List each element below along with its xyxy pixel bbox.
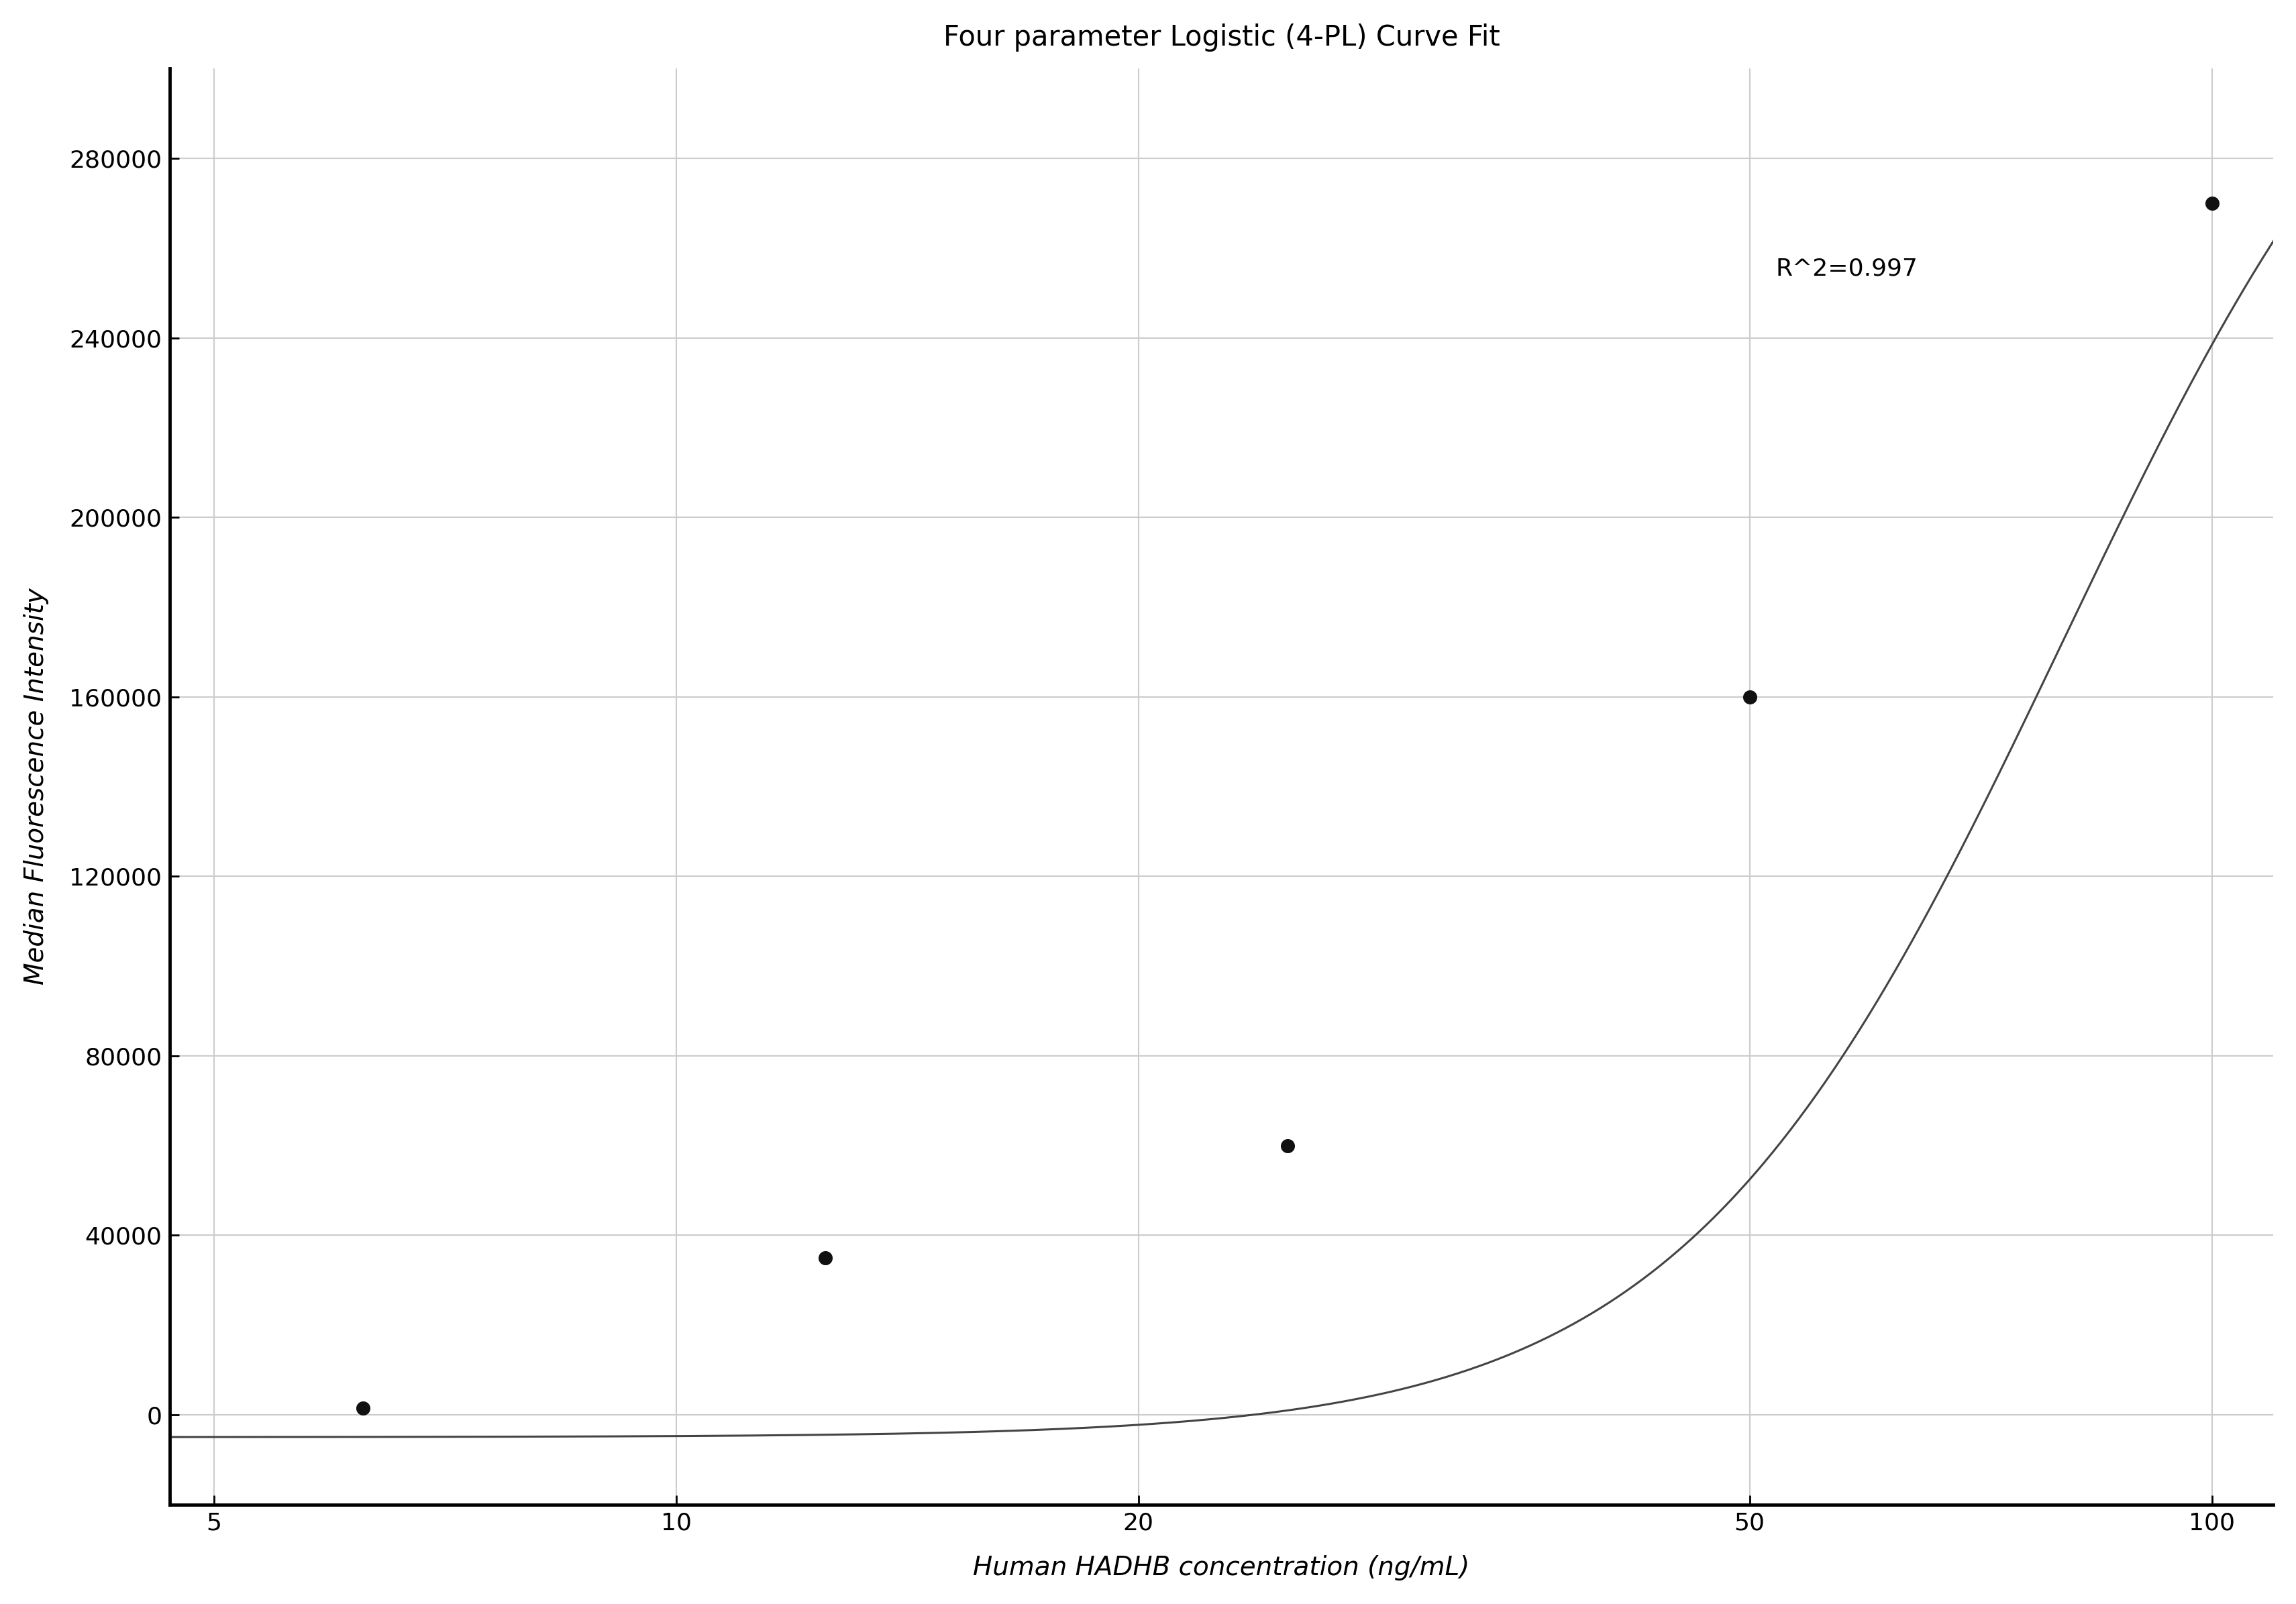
- Text: R^2=0.997: R^2=0.997: [1775, 257, 1917, 279]
- Y-axis label: Median Fluorescence Intensity: Median Fluorescence Intensity: [23, 589, 48, 985]
- Point: [1270, 1132, 1306, 1158]
- Point: [806, 1245, 843, 1270]
- Point: [344, 1395, 381, 1421]
- Point: [2193, 191, 2229, 217]
- Title: Four parameter Logistic (4-PL) Curve Fit: Four parameter Logistic (4-PL) Curve Fit: [944, 24, 1499, 51]
- Point: [1731, 683, 1768, 709]
- X-axis label: Human HADHB concentration (ng/mL): Human HADHB concentration (ng/mL): [974, 1556, 1469, 1580]
